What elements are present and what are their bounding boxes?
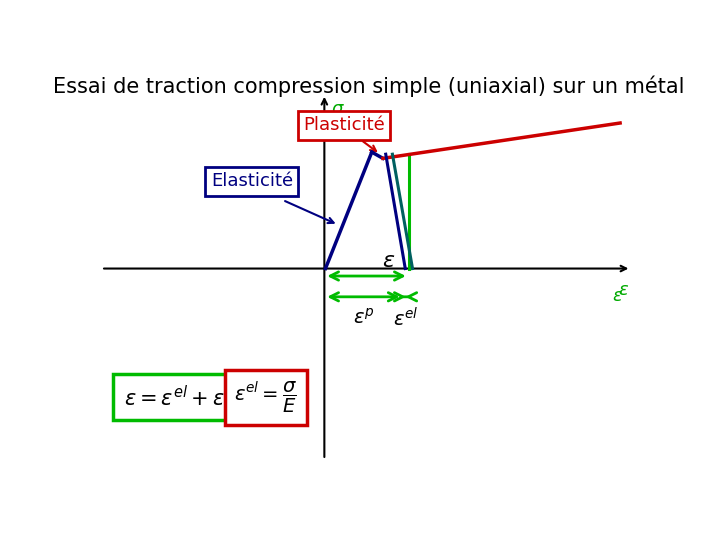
Text: $\varepsilon^{el} = \dfrac{\sigma}{E}$: $\varepsilon^{el} = \dfrac{\sigma}{E}$ (234, 380, 297, 415)
Text: ε: ε (618, 281, 629, 299)
Text: $\varepsilon^{el}$: $\varepsilon^{el}$ (393, 307, 418, 330)
Text: $\varepsilon$: $\varepsilon$ (612, 287, 623, 305)
Text: $\varepsilon^p$: $\varepsilon^p$ (353, 307, 374, 327)
Text: Elasticité: Elasticité (211, 172, 293, 190)
Text: σ: σ (331, 100, 343, 118)
Text: $\varepsilon$: $\varepsilon$ (382, 251, 395, 271)
Text: Plasticité: Plasticité (303, 116, 384, 134)
Text: $\varepsilon = \varepsilon^{el} + \varepsilon^{p}$: $\varepsilon = \varepsilon^{el} + \varep… (124, 385, 235, 410)
Text: Essai de traction compression simple (uniaxial) sur un métal: Essai de traction compression simple (un… (53, 75, 685, 97)
